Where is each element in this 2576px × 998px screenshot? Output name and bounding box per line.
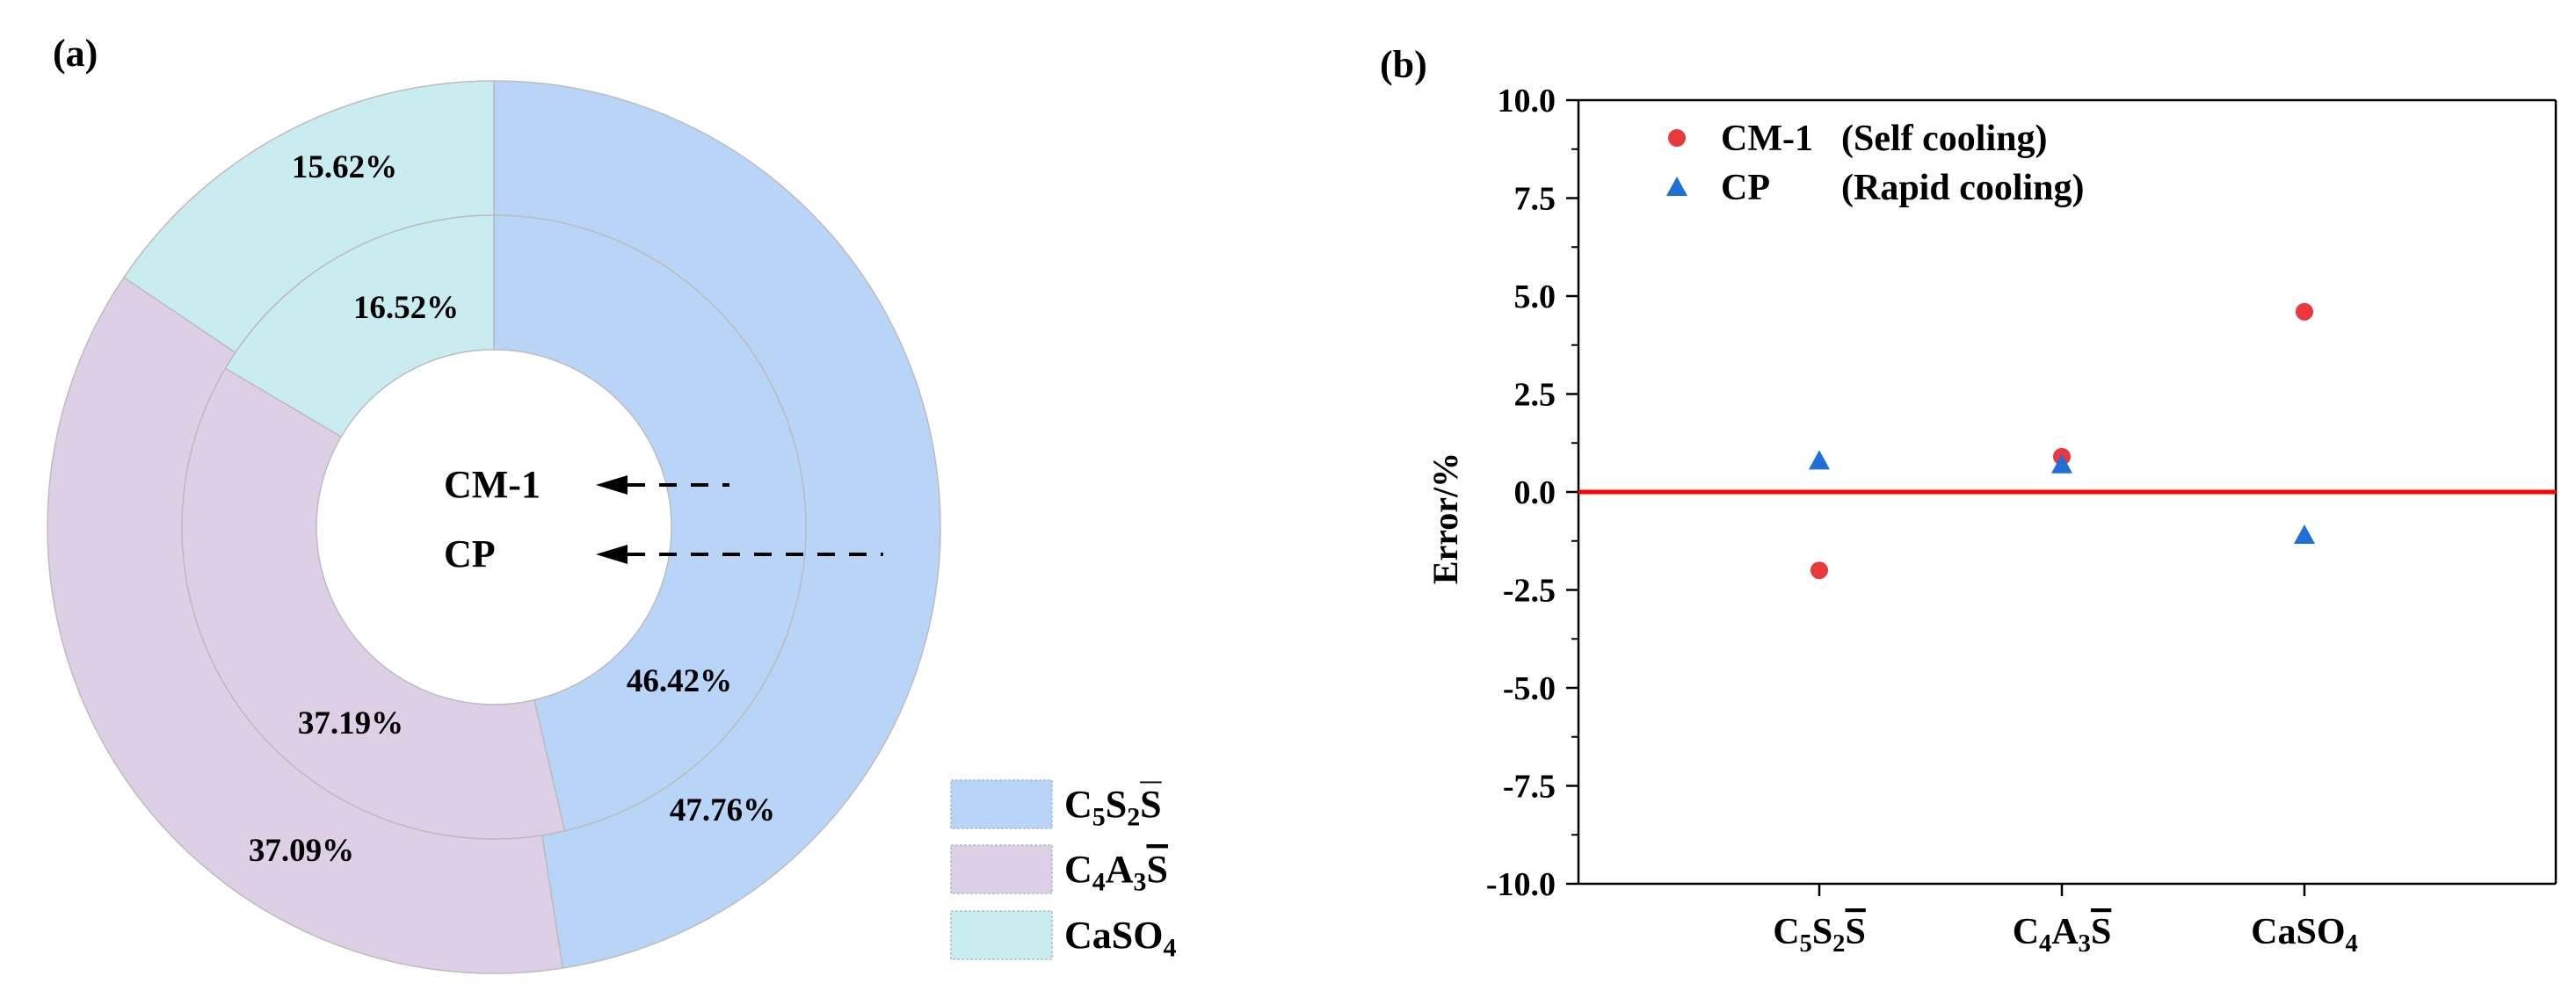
x-tick-label-part: C bbox=[1773, 912, 1799, 952]
x-tick-label-overline: S bbox=[1845, 912, 1865, 952]
legend-label-sub: 4 bbox=[1163, 934, 1176, 963]
y-tick-label: 5.0 bbox=[1514, 278, 1556, 315]
legend-label: CaSO4 bbox=[1064, 914, 1176, 963]
annotation-arrowhead bbox=[596, 475, 628, 495]
legend-marker bbox=[1666, 177, 1687, 196]
ring-annotation-label: CM-1 bbox=[444, 463, 541, 506]
legend-swatch bbox=[950, 779, 1053, 829]
legend-swatch bbox=[950, 910, 1053, 960]
ring-annotation-label: CP bbox=[444, 532, 496, 575]
outer-slice-label: 15.62% bbox=[292, 149, 397, 185]
legend-swatch bbox=[950, 844, 1053, 894]
legend-label-part: A bbox=[1106, 848, 1134, 891]
y-axis-label: Error/% bbox=[1426, 452, 1465, 584]
legend-label-sub: 5 bbox=[1092, 803, 1106, 832]
legend-series-note: (Self cooling) bbox=[1841, 119, 2047, 159]
x-tick-label-part: CaSO bbox=[2251, 912, 2345, 952]
legend-label-sub: 4 bbox=[1092, 868, 1106, 897]
y-tick-label: 10.0 bbox=[1498, 83, 1556, 119]
outer-slice-label: 47.76% bbox=[670, 792, 775, 828]
legend-series-note: (Rapid cooling) bbox=[1841, 168, 2085, 208]
x-tick-label: C4A3S bbox=[2013, 912, 2112, 958]
x-tick-label-part: C bbox=[2013, 912, 2039, 952]
x-tick-label-sub: 4 bbox=[2346, 930, 2358, 958]
legend-series-name: CM-1 bbox=[1721, 119, 1813, 159]
panel-b-label: (b) bbox=[1380, 43, 1427, 86]
data-point-CP bbox=[1809, 450, 1830, 470]
legend-label: C5S2S bbox=[1064, 783, 1162, 832]
scatter-chart: 10.0 7.5 5.0 2.5 0.0 -2.5 -5.0 -7.5 -10.0 Error/%… bbox=[1426, 83, 2558, 958]
legend-label-part: C bbox=[1064, 848, 1092, 891]
inner-slice-label: 46.42% bbox=[627, 663, 732, 699]
x-tick-label-part: A bbox=[2051, 912, 2079, 952]
x-tick-label: CaSO4 bbox=[2251, 912, 2358, 958]
y-tick-label: 2.5 bbox=[1514, 377, 1556, 414]
data-point-CP bbox=[2051, 453, 2072, 474]
x-tick-label-sub: 4 bbox=[2039, 930, 2051, 958]
annotation-arrowhead bbox=[596, 545, 628, 564]
outer-slice-label: 37.09% bbox=[249, 833, 354, 869]
y-tick-label: 0.0 bbox=[1514, 474, 1556, 511]
legend-label-part: CaSO bbox=[1064, 914, 1163, 957]
legend-label-overline: S bbox=[1146, 848, 1167, 891]
data-point-CM-1 bbox=[2296, 302, 2313, 321]
legend-series-name: CP bbox=[1721, 168, 1770, 208]
legend-marker bbox=[1668, 129, 1686, 147]
nested-donut-chart: 46.42% 37.19% 16.52% 47.76% 37.09% 15.62% CM-1… bbox=[47, 80, 941, 974]
data-point-CP bbox=[2294, 524, 2315, 545]
inner-slice-label: 16.52% bbox=[353, 290, 459, 326]
x-tick-label-sub: 3 bbox=[2079, 930, 2091, 958]
y-tick-label: -10.0 bbox=[1486, 866, 1556, 903]
y-tick-label: 7.5 bbox=[1514, 181, 1556, 218]
data-point-CM-1 bbox=[1810, 561, 1828, 580]
legend-label-part: S bbox=[1106, 783, 1127, 826]
legend-label-part: C bbox=[1064, 783, 1092, 826]
legend-label: C4A3S bbox=[1064, 848, 1168, 897]
legend-label-overline: S bbox=[1140, 783, 1161, 826]
donut-slice-inner-3 bbox=[224, 214, 495, 438]
legend-label-sub: 2 bbox=[1127, 803, 1140, 832]
panel-a-label: (a) bbox=[53, 32, 98, 75]
x-tick-label-overline: S bbox=[2091, 912, 2111, 952]
y-tick-label: -5.0 bbox=[1503, 670, 1556, 707]
x-tick-label-sub: 5 bbox=[1800, 930, 1812, 958]
inner-slice-label: 37.19% bbox=[298, 705, 403, 741]
x-tick-label-part: S bbox=[1812, 912, 1832, 952]
y-tick-label: -7.5 bbox=[1503, 769, 1556, 806]
donut-slice-inner-1 bbox=[493, 214, 807, 832]
x-tick-label: C5S2S bbox=[1773, 912, 1866, 958]
x-tick-label-sub: 2 bbox=[1832, 930, 1845, 958]
donut-slice-inner-2 bbox=[181, 367, 566, 840]
legend-label-sub: 3 bbox=[1134, 868, 1147, 897]
y-tick-label: -2.5 bbox=[1503, 573, 1556, 610]
